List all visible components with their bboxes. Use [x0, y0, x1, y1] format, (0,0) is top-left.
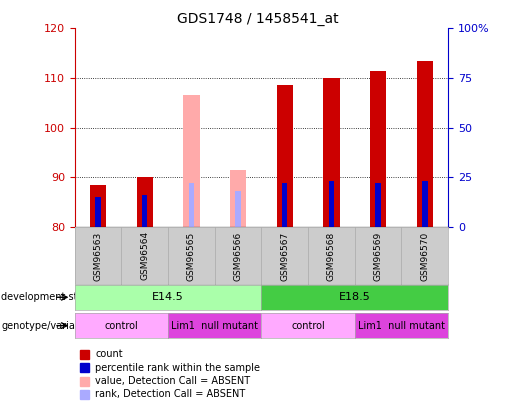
Bar: [183, 95, 199, 227]
Text: GSM96570: GSM96570: [420, 231, 429, 281]
Text: Lim1  null mutant: Lim1 null mutant: [171, 321, 258, 330]
Text: E14.5: E14.5: [152, 292, 184, 302]
Bar: [329, 181, 334, 227]
Bar: [323, 78, 339, 227]
Text: GSM96566: GSM96566: [233, 231, 243, 281]
Bar: [277, 85, 293, 227]
Bar: [235, 191, 241, 227]
Text: genotype/variation: genotype/variation: [2, 321, 94, 330]
Text: Lim1  null mutant: Lim1 null mutant: [358, 321, 445, 330]
Bar: [136, 177, 153, 227]
Bar: [422, 181, 427, 227]
Bar: [282, 183, 287, 227]
Bar: [90, 185, 106, 227]
Bar: [375, 183, 381, 227]
Bar: [230, 170, 246, 227]
Text: GSM96563: GSM96563: [94, 231, 102, 281]
Text: value, Detection Call = ABSENT: value, Detection Call = ABSENT: [95, 376, 250, 386]
Bar: [417, 61, 433, 227]
Text: E18.5: E18.5: [339, 292, 371, 302]
Text: GSM96564: GSM96564: [140, 231, 149, 280]
Bar: [188, 183, 194, 227]
Bar: [142, 195, 147, 227]
Text: count: count: [95, 350, 123, 359]
Text: percentile rank within the sample: percentile rank within the sample: [95, 363, 260, 373]
Text: GSM96565: GSM96565: [187, 231, 196, 281]
Text: GSM96568: GSM96568: [327, 231, 336, 281]
Text: GDS1748 / 1458541_at: GDS1748 / 1458541_at: [177, 12, 338, 26]
Text: GSM96569: GSM96569: [373, 231, 383, 281]
Bar: [95, 197, 101, 227]
Text: control: control: [291, 321, 325, 330]
Text: rank, Detection Call = ABSENT: rank, Detection Call = ABSENT: [95, 390, 246, 399]
Bar: [370, 70, 386, 227]
Text: development stage: development stage: [2, 292, 96, 302]
Text: GSM96567: GSM96567: [280, 231, 289, 281]
Text: control: control: [105, 321, 138, 330]
